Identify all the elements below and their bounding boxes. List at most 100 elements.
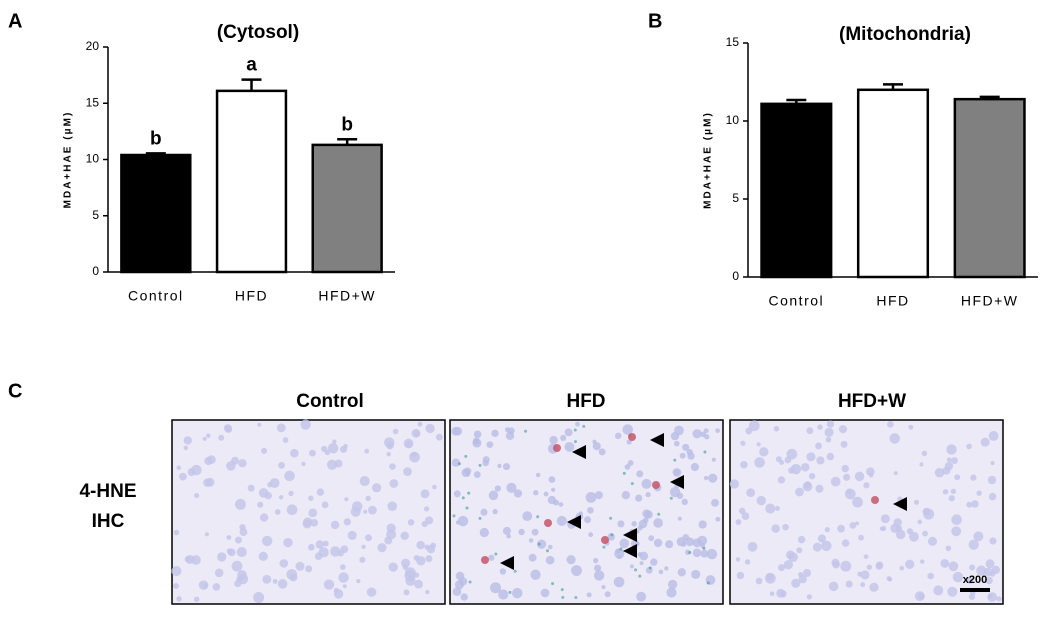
nucleus [310,519,319,527]
column-title: Control [296,391,364,412]
stain-spot [628,433,636,441]
nucleus [223,424,232,433]
nucleus [324,449,331,456]
nucleus [682,443,690,451]
nucleus [968,539,979,550]
nucleus [586,592,592,598]
nucleus [339,564,346,570]
nucleus [677,516,682,521]
nucleus [806,427,814,435]
nucleus [860,570,870,580]
nucleus [480,508,488,516]
nucleus [869,582,879,592]
nucleus [826,420,835,428]
column-title: HFD+W [838,391,906,412]
nucleus [403,589,410,596]
nucleus [918,593,925,600]
nucleus [775,456,782,463]
arrowhead [623,528,637,542]
error-bar [145,152,166,155]
nucleus [278,495,284,500]
nucleus [491,429,499,438]
nucleus [951,526,962,537]
nucleus [631,539,640,548]
nucleus [831,558,840,567]
nucleus [940,558,950,568]
nucleus [919,462,924,467]
nucleus [969,564,976,571]
nucleus [307,543,315,551]
nucleus [598,448,606,456]
nucleus [824,427,834,437]
error-bar [337,138,358,145]
nucleus [414,579,423,589]
nucleus [740,440,746,446]
nucleus [893,471,898,476]
nucleus [533,490,539,496]
nucleus [857,571,863,577]
nucleus [386,529,397,540]
nucleus [330,546,341,557]
nucleus [365,495,371,502]
nucleus [658,569,664,575]
nucleus [985,559,995,569]
nucleus [795,487,804,497]
nucleus [976,490,982,496]
nucleus [875,562,883,570]
nucleus [350,506,361,517]
nucleus [791,578,801,588]
nucleus [617,520,625,528]
nucleus [624,464,631,470]
nucleus [626,439,632,445]
nucleus [457,515,469,527]
nucleus [893,518,902,527]
chart-title: (Cytosol) [217,22,299,43]
nucleus [852,496,863,508]
x-tick-label: HFD [235,288,268,304]
nucleus [858,534,864,541]
x-tick-label: HFD [876,293,909,309]
stain [619,547,623,551]
nucleus [816,456,825,465]
nucleus [980,437,990,447]
nucleus [922,530,929,537]
nucleus [316,488,325,496]
stain [602,545,606,549]
error-bar [883,83,903,90]
nucleus [948,561,959,572]
nucleus [194,493,200,499]
nucleus [305,565,313,573]
nucleus [321,501,329,509]
nucleus [536,539,547,549]
arrowhead [623,544,637,558]
arrowhead [572,445,586,459]
nucleus [691,569,701,579]
nucleus [566,554,576,565]
stain [457,462,461,466]
nucleus [741,512,750,520]
nucleus [800,462,810,472]
nucleus [284,470,295,482]
nucleus [507,427,515,435]
nucleus [677,568,686,577]
nucleus [236,546,247,558]
nucleus [518,528,525,536]
nucleus [909,531,919,542]
stain [574,595,578,599]
nucleus [880,525,887,532]
stain-spot [553,444,561,452]
nucleus [744,559,751,565]
stain [551,582,555,586]
nucleus [204,456,213,466]
nucleus [665,540,674,549]
stain [468,580,472,584]
nucleus [860,582,866,588]
nucleus [672,468,682,477]
nucleus [866,564,872,570]
bar [215,89,288,274]
annotation: b [150,128,162,149]
nucleus [314,552,323,561]
nucleus [308,495,314,501]
nucleus [333,589,344,599]
nucleus [257,501,264,508]
